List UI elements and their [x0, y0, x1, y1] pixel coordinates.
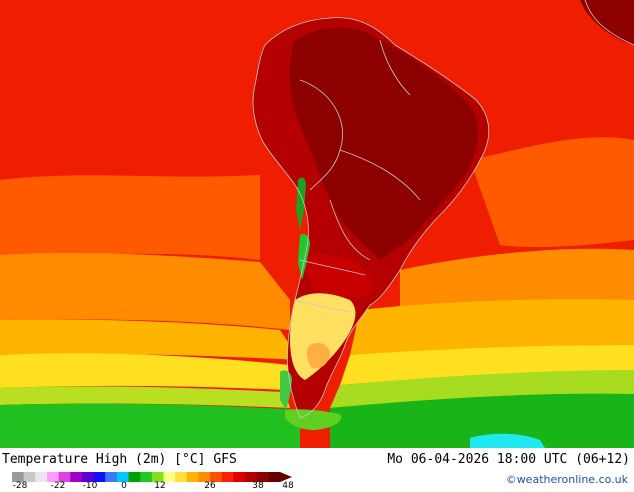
legend-swatch [58, 472, 71, 482]
color-legend [12, 472, 292, 482]
atlantic-lime [330, 370, 634, 408]
legend-swatch [256, 472, 269, 482]
africa-hot-corner [580, 0, 634, 45]
legend-tick-label: 48 [282, 481, 294, 491]
legend-tick-label: 0 [121, 481, 127, 491]
legend-swatch [268, 472, 281, 482]
legend-swatch [140, 472, 153, 482]
cold-spot-cyan [470, 433, 545, 448]
legend-tick-label: -10 [82, 481, 98, 491]
chaco-hot [300, 254, 372, 298]
country-borders [252, 0, 634, 419]
legend-swatch [23, 472, 36, 482]
atlantic-yellow-orange [350, 299, 634, 355]
ocean-band-yellow [0, 353, 290, 390]
legend-swatch [163, 472, 176, 482]
legend-swatch [12, 472, 25, 482]
legend-swatch [210, 472, 223, 482]
legend-tick-labels: -28 -22 -10 0 12 26 38 48 [0, 482, 300, 492]
legend-swatch [128, 472, 141, 482]
legend-tick-label: -28 [12, 481, 28, 491]
legend-swatch [35, 472, 48, 482]
legend-tick-label: 12 [154, 481, 166, 491]
legend-swatch [151, 472, 164, 482]
atlantic-green [330, 393, 634, 448]
patagonia-yellow [290, 293, 356, 380]
map-datetime: Mo 06-04-2026 18:00 UTC (06+12) [387, 452, 630, 467]
legend-swatch [105, 472, 118, 482]
legend-arrow [280, 472, 292, 482]
ocean-band-orange [0, 175, 260, 260]
map-canvas [0, 0, 634, 448]
legend-swatch [198, 472, 211, 482]
pampas-orange [306, 343, 330, 369]
atlantic-orange [470, 137, 634, 248]
map-title: Temperature High (2m) [°C] GFS [2, 452, 237, 467]
legend-swatch [221, 472, 234, 482]
legend-swatch [233, 472, 246, 482]
atlantic-yellow [340, 345, 634, 385]
legend-swatch [186, 472, 199, 482]
legend-swatch [245, 472, 258, 482]
amazon-hotspot [289, 27, 479, 261]
map-footer: Temperature High (2m) [°C] GFS Mo 06-04-… [0, 448, 634, 492]
legend-swatch [116, 472, 130, 482]
ocean-band-amber [0, 252, 290, 330]
legend-tick-label: -22 [50, 481, 66, 491]
legend-swatch [175, 472, 188, 482]
legend-swatch [93, 472, 106, 482]
ocean-band-lime [0, 386, 290, 408]
temperature-map [0, 0, 634, 448]
credit-link[interactable]: ©weatheronline.co.uk [505, 473, 628, 486]
legend-tick-label: 38 [252, 481, 264, 491]
legend-swatch [46, 472, 60, 482]
ocean-band-green [0, 403, 300, 448]
legend-tick-label: 26 [204, 481, 216, 491]
legend-swatch [81, 472, 95, 482]
legend-swatch [70, 472, 83, 482]
ocean-band-yellow-orange [0, 319, 300, 360]
atlantic-amber [400, 248, 634, 310]
